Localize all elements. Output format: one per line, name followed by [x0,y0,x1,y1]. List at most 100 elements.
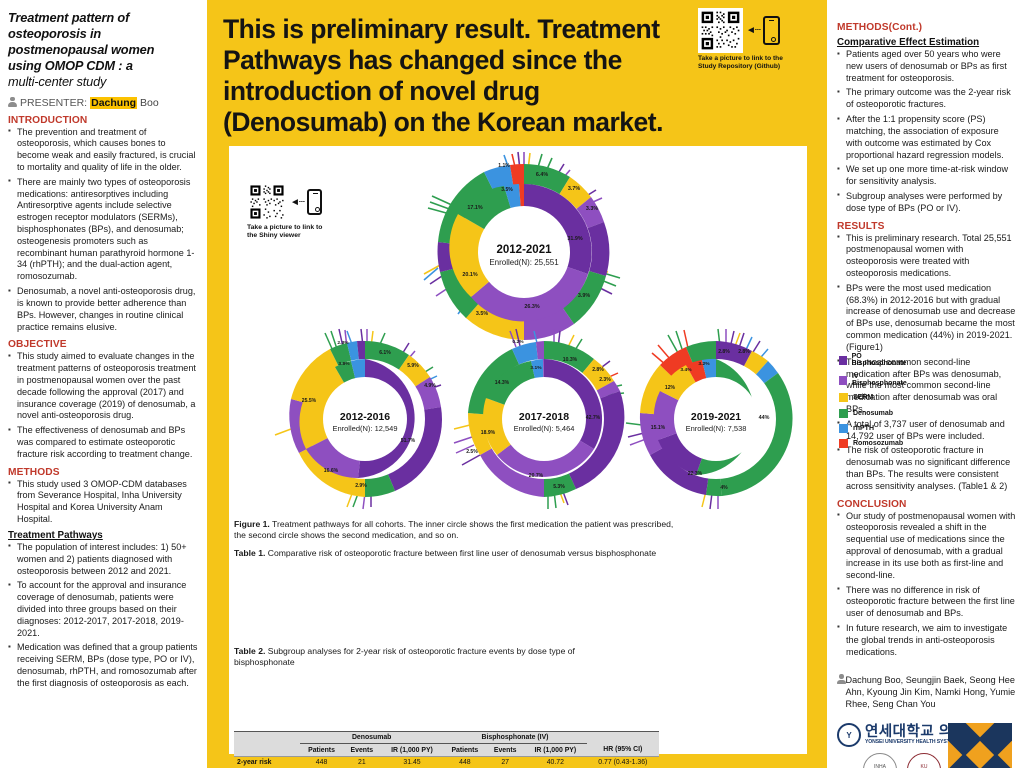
slice-label: 2.3% [337,340,349,346]
authors-row: Dachung Boo, Seungjin Baek, Seong Hee Ah… [837,674,1016,710]
table-1-subhead-patients-b: Patients [443,743,487,757]
outer-label: 3.5% [476,311,488,317]
legend-label: PO Bisphosphonate [851,353,907,367]
yonsei-seal-icon: Y [837,723,861,748]
comparative-effect-list: Patients aged over 50 years who were new… [837,48,1016,215]
outer-label: 5.3% [553,484,565,490]
donut-subtitle-2012-2016: Enrolled(N): 12,549 [332,424,397,433]
smartphone-icon [306,189,322,215]
table-2-caption-label: Table 2. [234,646,266,656]
slice-label: 12% [665,385,676,391]
outer-label: 2.8% [738,349,750,355]
slice-label: 17.1% [467,205,482,211]
presenter-label: PRESENTER: [20,96,88,109]
legend-label: IV Bisphosphonate [851,373,907,388]
github-qr-caption: Take a picture to link to the Study Repo… [698,55,820,71]
table-1-caption-text: Comparative risk of osteoporotic fractur… [265,548,657,558]
section-heading-results: RESULTS [837,220,885,232]
page-title-line2: osteoporosis in [8,26,102,42]
outer-label: 3.7% [568,186,580,192]
legend-swatch-po-bisphosphonate [839,355,847,365]
table-1-subhead-ir-b: IR (1,000 PY) [523,743,587,757]
arrow-left-icon: ◄┄ [746,25,761,36]
legend-swatch-rhpth [839,423,848,433]
outer-label: 2.9% [355,483,367,489]
treatment-pathways-list: The population of interest includes: 1) … [8,541,199,690]
figure-1-caption-text: Treatment pathways for all cohorts. The … [234,519,674,540]
subheading-treatment-pathways: Treatment Pathways [8,529,103,541]
section-heading-methods-cont: METHODS(Cont.) [837,22,923,33]
legend-label: Romosozumab [853,439,904,447]
logo-group: Y 연세대학교 의료원 YONSEI UNIVERSITY HEALTH SYS… [837,723,1016,768]
arrow-left-icon: ◄┄ [290,196,305,208]
list-item: Medication was defined that a group pati… [8,642,199,689]
list-item: This study used 3 OMOP-CDM databases fro… [8,478,199,526]
slice-label: 20.1% [462,272,477,278]
list-item: There are mainly two types of osteoporos… [8,176,199,283]
list-item: To account for the approval and insuranc… [8,580,199,639]
author-list: Dachung Boo, Seungjin Baek, Seong Hee Ah… [845,675,1016,710]
table-1-corner-cell [234,730,300,744]
presenter-row: PRESENTER: Dachung Boo [8,96,199,109]
right-column: METHODS(Cont.) Comparative Effect Estima… [827,0,1024,768]
slice-label: 3.4% [680,367,692,373]
page-title-line5: multi-center study [8,74,107,90]
table-1-group-spacer [586,730,659,744]
list-item: This is preliminary research. Total 25,5… [837,232,1016,280]
list-item: The most common second-line medication a… [837,356,1016,416]
legend-label: SERM [853,394,874,402]
shiny-qr-caption: Take a picture to link to the Shiny view… [247,224,362,241]
slice-label: 3.1% [530,365,542,371]
table-1-cell: 40.72 [523,756,587,768]
table-1-cell: 0.77 (0.43-1.36) [586,756,659,768]
person-icon [8,97,17,108]
outer-label: 2.8% [718,349,730,355]
list-item: This study aimed to evaluate changes in … [8,351,199,422]
table-1-caption: Table 1. Comparative risk of osteoporoti… [234,548,666,559]
headline: This is preliminary result. Treatment Pa… [223,14,663,137]
table-1-group-bisphosphonate: Bisphosphonate (IV) [443,730,587,745]
legend-swatch-serm [839,393,848,403]
donut-chart-2017-2018: 2017-2018 Enrolled(N): 5,464 42.7% 20.7%… [453,328,634,509]
table-1-subhead-ir-d: IR (1,000 PY) [380,743,444,757]
slice-label: 14.3% [495,380,510,386]
slice-label: 16.6% [324,468,339,474]
legend-swatch-denosumab [839,408,848,418]
table-1-subhead-hr: HR (95% CI) [586,743,659,757]
smartphone-icon [762,16,780,45]
qr-code-icon[interactable] [698,8,743,53]
qr-code-icon[interactable] [247,182,287,222]
page-title-line3: postmenopausal women [8,42,155,58]
table-1: Denosumab Bisphosphonate (IV) Patients E… [234,730,659,768]
presenter-lastname: Boo [140,96,159,109]
github-qr-caption-line1: Take a picture to link to the [698,55,783,62]
slice-label: 3.5% [501,187,513,193]
slice-label: 15.1% [651,425,666,431]
table-1-caption-label: Table 1. [234,548,266,558]
outer-label: 4.9% [424,383,436,389]
list-item: We set up one more time-at-risk window f… [837,164,1016,188]
table-1-cell: 448 [300,756,344,768]
outer-label: 4% [720,485,728,491]
legend-item: Romosozumab [839,438,908,448]
table-row-group-header: Denosumab Bisphosphonate (IV) [234,730,659,745]
legend-item: SERM [839,393,908,403]
results-list: This is preliminary research. Total 25,5… [837,232,1016,493]
list-item: The effectiveness of denosumab and BPs w… [8,425,199,460]
donut-title-2012-2021: 2012-2021 [497,244,553,256]
donut-title-2019-2021: 2019-2021 [691,411,741,423]
shiny-qr-caption-line1: Take a picture to link to [247,224,323,231]
donut-subtitle-2012-2021: Enrolled(N): 25,551 [489,258,559,267]
table-1-cell: 27 [486,756,524,768]
legend-item: Denosumab [839,408,908,418]
table-1-group-denosumab: Denosumab [300,730,444,745]
objective-list: This study aimed to evaluate changes in … [8,351,199,460]
donut-subtitle-2017-2018: Enrolled(N): 5,464 [514,424,575,433]
subheading-comparative-effect-estimation: Comparative Effect Estimation [837,37,980,48]
list-item: The population of interest includes: 1) … [8,541,199,577]
outer-label: 2.3% [599,377,611,383]
table-1-row-label: 2-year risk [234,756,300,768]
slice-label: 26.3% [524,304,539,310]
section-heading-conclusion: CONCLUSION [837,498,907,510]
